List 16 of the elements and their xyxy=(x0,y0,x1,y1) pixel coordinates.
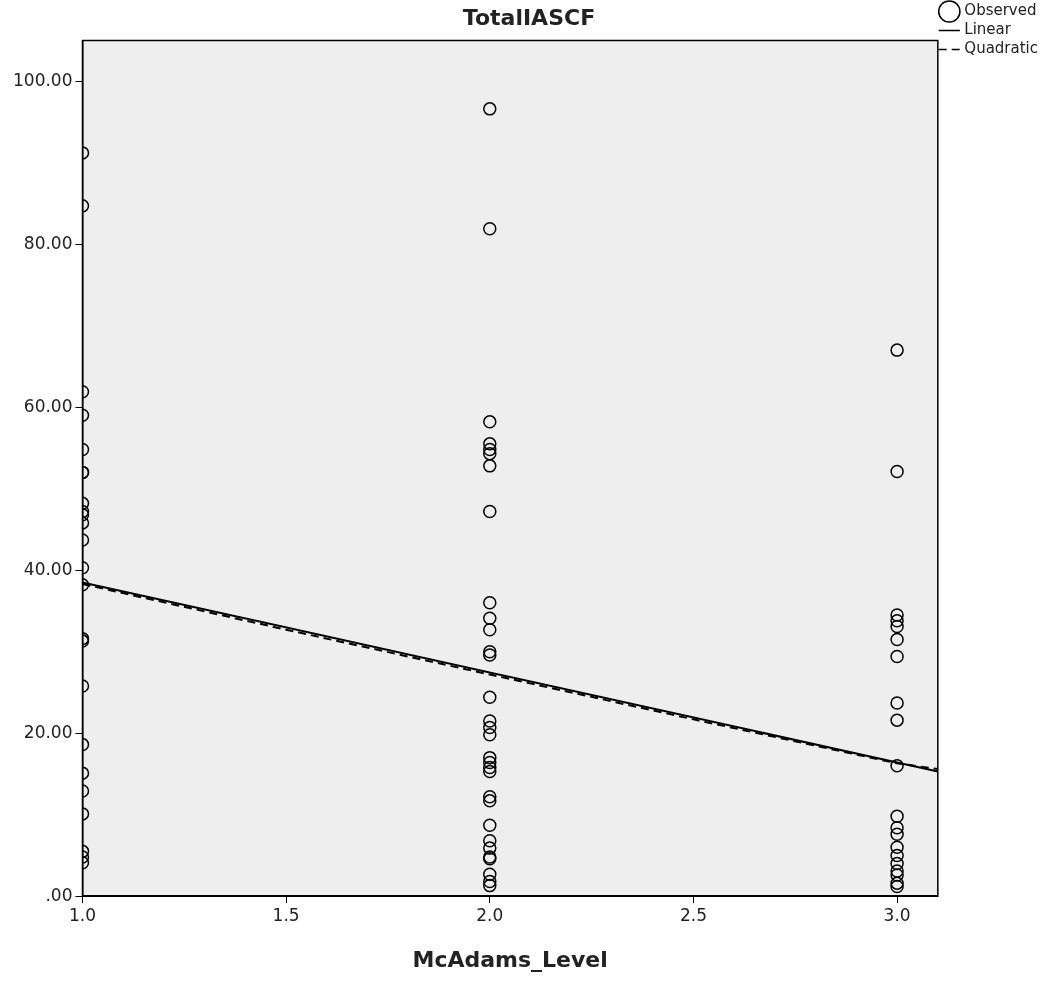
y-tick-label: 80.00 xyxy=(23,232,73,253)
legend-label: Linear xyxy=(964,20,1012,39)
x-tick-label: 3.0 xyxy=(883,904,911,925)
x-tick-label: 1.0 xyxy=(68,904,97,925)
x-tick-label: 1.5 xyxy=(272,904,300,925)
chart-title: TotalIASCF xyxy=(462,4,596,30)
y-tick-label: .00 xyxy=(45,884,73,905)
y-tick-label: 100.00 xyxy=(13,69,73,90)
legend-label: Observed xyxy=(964,1,1037,20)
x-axis-title: McAdams_Level xyxy=(412,946,608,972)
legend-label: Quadratic xyxy=(964,39,1039,58)
y-tick-label: 60.00 xyxy=(23,395,73,416)
y-tick-label: 40.00 xyxy=(23,558,73,579)
y-tick-label: 20.00 xyxy=(23,721,73,742)
x-tick-label: 2.5 xyxy=(679,904,707,925)
x-tick-label: 2.0 xyxy=(476,904,504,925)
